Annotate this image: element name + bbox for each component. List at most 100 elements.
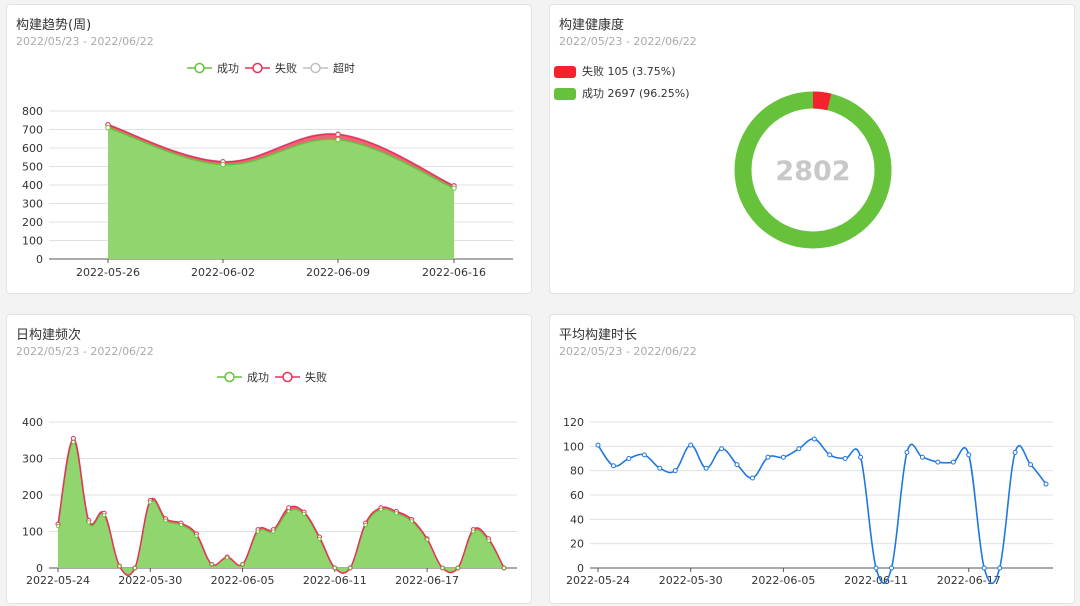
x-tick-label: 2022-05-24 (26, 574, 90, 587)
y-tick-label: 40 (570, 513, 584, 526)
x-tick-label: 2022-06-05 (751, 574, 815, 587)
duration-title: 平均构建时长 (559, 328, 638, 343)
series-fail-line (107, 124, 455, 187)
point-success (220, 161, 226, 168)
point-duration (734, 462, 740, 468)
legend-item-fail[interactable]: 失败 (275, 370, 327, 384)
y-tick-label: 200 (22, 216, 43, 229)
point-success (225, 555, 230, 560)
point-duration (688, 442, 694, 448)
point-success (132, 565, 137, 570)
y-tick-label: 120 (563, 416, 584, 429)
point-duration (935, 459, 941, 465)
series-duration-line (597, 438, 1047, 585)
legend-item-success-label: 成功 (247, 371, 269, 384)
x-tick-label: 2022-06-05 (211, 574, 275, 587)
point-success (102, 513, 107, 518)
trend-panel: 构建趋势(周) 2022/05/23 - 2022/06/22 0 100 200 3… (6, 4, 532, 294)
daily-subtitle: 2022/05/23 - 2022/06/22 (16, 345, 154, 358)
legend-item-fail-marker (252, 62, 263, 74)
point-success (335, 136, 341, 143)
legend-item-success[interactable]: 成功 (187, 62, 239, 75)
x-tick-label: 2022-06-11 (303, 574, 367, 587)
point-fail (335, 131, 341, 138)
legend-item-fail-label: 失败 (275, 61, 297, 75)
daily-chart: 0 100 200 300 400 2022-05-24 2022-05-30 2022-06… (22, 370, 517, 587)
point-success (394, 511, 399, 516)
point-success (425, 537, 430, 542)
point-success (105, 124, 111, 131)
point-duration (626, 456, 632, 461)
y-tick-label: 0 (577, 562, 584, 575)
health-panel: 构建健康度 2022/05/23 - 2022/06/22 失败 105 (3.… (549, 4, 1075, 294)
legend-item-fail-label: 失败 (305, 370, 327, 384)
legend-item-success[interactable]: 成功 2697 (96.25%) (554, 83, 690, 105)
y-tick-label: 100 (22, 526, 43, 539)
point-success (117, 564, 122, 569)
y-tick-label: 200 (22, 489, 43, 502)
legend-label-fail: 失败 105 (3.75%) (582, 65, 676, 78)
x-tick-label: 2022-05-24 (566, 574, 630, 587)
point-success (455, 565, 460, 570)
point-duration (873, 565, 879, 571)
point-duration (950, 459, 956, 465)
point-duration (765, 454, 771, 460)
legend-item-fail[interactable]: 失败 (245, 61, 297, 75)
legend-item-timeout-marker (310, 62, 321, 74)
point-success (240, 562, 245, 567)
legend-item-fail-marker (282, 371, 293, 383)
point-success (317, 536, 322, 541)
point-duration (780, 454, 786, 460)
daily-title: 日构建频次 (16, 328, 82, 343)
point-duration (610, 463, 616, 469)
point-success (255, 529, 260, 534)
legend-item-timeout[interactable]: 超时 (303, 61, 355, 75)
point-success (409, 519, 414, 524)
y-tick-label: 80 (570, 465, 584, 478)
health-subtitle: 2022/05/23 - 2022/06/22 (559, 35, 697, 48)
point-duration (904, 449, 910, 455)
slice-fail (812, 91, 832, 111)
series-success-line (107, 126, 455, 189)
point-success (194, 533, 199, 538)
y-tick-label: 20 (570, 538, 584, 551)
series-success-area (58, 442, 504, 576)
point-success (378, 507, 383, 512)
point-success (302, 511, 307, 516)
point-duration (889, 565, 895, 571)
point-duration (919, 454, 925, 460)
legend-item-timeout-label: 超时 (333, 61, 355, 75)
health-legend: 失败 105 (3.75%) 成功 2697 (96.25%) (554, 61, 690, 105)
x-tick-label: 2022-05-26 (76, 266, 140, 279)
x-tick-label: 2022-05-30 (118, 574, 182, 587)
point-duration (672, 468, 678, 474)
legend-item-success[interactable]: 成功 (217, 371, 269, 384)
health-donut-chart: 2802 (734, 91, 892, 249)
point-duration (966, 452, 972, 458)
point-success (271, 529, 276, 534)
y-tick-label: 600 (22, 142, 43, 155)
point-duration (719, 446, 725, 452)
point-duration (1012, 449, 1018, 455)
duration-chart: 0 20 40 60 80 100 120 2022-05-24 2022-05-30 2022-… (563, 416, 1053, 587)
point-success (501, 565, 506, 570)
point-success (286, 509, 291, 514)
point-duration (796, 446, 802, 452)
legend-item-fail[interactable]: 失败 105 (3.75%) (554, 61, 690, 83)
y-tick-label: 60 (570, 489, 584, 502)
x-tick-label: 2022-06-02 (191, 266, 255, 279)
point-success (332, 565, 337, 570)
point-duration (1043, 481, 1049, 487)
x-tick-label: 2022-06-17 (395, 574, 459, 587)
point-duration (981, 565, 987, 571)
point-duration (811, 436, 817, 442)
point-duration (997, 565, 1003, 571)
legend-label-success: 成功 2697 (96.25%) (582, 87, 690, 100)
point-duration (749, 475, 755, 481)
point-success (471, 529, 476, 534)
point-success (348, 565, 353, 570)
duration-subtitle: 2022/05/23 - 2022/06/22 (559, 345, 697, 358)
point-success (86, 520, 91, 525)
y-tick-label: 100 (22, 235, 43, 248)
y-tick-label: 700 (22, 124, 43, 137)
